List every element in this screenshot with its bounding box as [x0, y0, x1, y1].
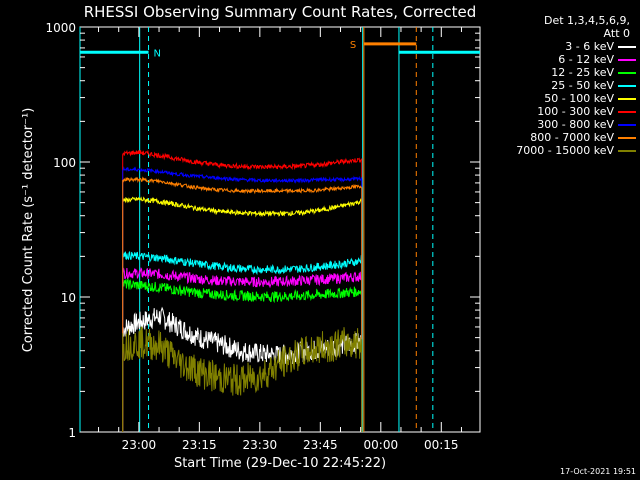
- legend-swatch: [618, 84, 636, 87]
- legend-swatch: [618, 123, 636, 126]
- legend-swatch: [618, 136, 636, 139]
- series-line: [122, 176, 363, 433]
- series-line: [122, 251, 363, 433]
- y-axis-label: Corrected Count Rate (s⁻¹ detector⁻¹): [21, 108, 36, 353]
- legend-entry-label: 100 - 300 keV: [537, 105, 614, 118]
- legend-entry: 3 - 6 keV: [486, 40, 636, 53]
- legend-swatch: [618, 149, 636, 152]
- x-tick-label: 23:15: [182, 438, 217, 452]
- legend-entry: 300 - 800 keV: [486, 118, 636, 131]
- legend-entry-label: 3 - 6 keV: [565, 40, 614, 53]
- legend-entry: 12 - 25 keV: [486, 66, 636, 79]
- legend-header-line-2: Att 0: [603, 27, 630, 40]
- series-line: [122, 149, 363, 433]
- flag-label: N: [154, 48, 161, 59]
- legend: Det 1,3,4,5,6,9, Att 0 3 - 6 keV 6 - 12 k…: [486, 14, 636, 157]
- chart-title: RHESSI Observing Summary Count Rates, Co…: [84, 3, 477, 21]
- legend-swatch: [618, 71, 636, 74]
- legend-swatch: [618, 45, 636, 48]
- x-tick-label: 00:00: [364, 438, 399, 452]
- x-tick-label: 00:15: [424, 438, 459, 452]
- x-tick-label: 23:30: [243, 438, 278, 452]
- y-tick-label: 100: [53, 156, 76, 170]
- legend-header-line-1: Det 1,3,4,5,6,9,: [543, 14, 630, 27]
- x-tick-label: 23:45: [303, 438, 338, 452]
- axes: 1 10 100 1000 23:00 23:15 23:30 23:45 00:00 00:15: [45, 21, 480, 452]
- legend-entry: 6 - 12 keV: [486, 53, 636, 66]
- legend-entry-label: 12 - 25 keV: [551, 66, 614, 79]
- series-line: [122, 196, 363, 433]
- series-line: [122, 277, 363, 433]
- legend-entry: 25 - 50 keV: [486, 79, 636, 92]
- legend-entry-label: 25 - 50 keV: [551, 79, 614, 92]
- legend-entry-label: 50 - 100 keV: [544, 92, 614, 105]
- x-axis-label: Start Time (29-Dec-10 22:45:22): [174, 456, 386, 471]
- legend-entry: 7000 - 15000 keV: [486, 144, 636, 157]
- x-tick-label: 23:00: [122, 438, 157, 452]
- plot-area: NS: [79, 27, 480, 433]
- legend-swatch: [618, 58, 636, 61]
- legend-entries: 3 - 6 keV 6 - 12 keV 12 - 25 keV 25 - 50 ke…: [486, 40, 636, 157]
- legend-entry-label: 800 - 7000 keV: [530, 131, 614, 144]
- legend-entry: 50 - 100 keV: [486, 92, 636, 105]
- legend-entry-label: 7000 - 15000 keV: [516, 144, 614, 157]
- y-tick-label: 10: [61, 291, 76, 305]
- legend-swatch: [618, 110, 636, 113]
- legend-swatch: [618, 97, 636, 100]
- legend-entry: 800 - 7000 keV: [486, 131, 636, 144]
- y-tick-label: 1000: [45, 21, 76, 35]
- legend-entry-label: 300 - 800 keV: [537, 118, 614, 131]
- series-line: [122, 326, 363, 433]
- legend-entry: 100 - 300 keV: [486, 105, 636, 118]
- legend-entry-label: 6 - 12 keV: [558, 53, 614, 66]
- flag-label: S: [350, 40, 356, 51]
- generation-timestamp: 17-Oct-2021 19:51: [560, 467, 636, 476]
- series-line: [122, 267, 363, 433]
- series-line: [122, 166, 363, 433]
- y-tick-label: 1: [68, 426, 76, 440]
